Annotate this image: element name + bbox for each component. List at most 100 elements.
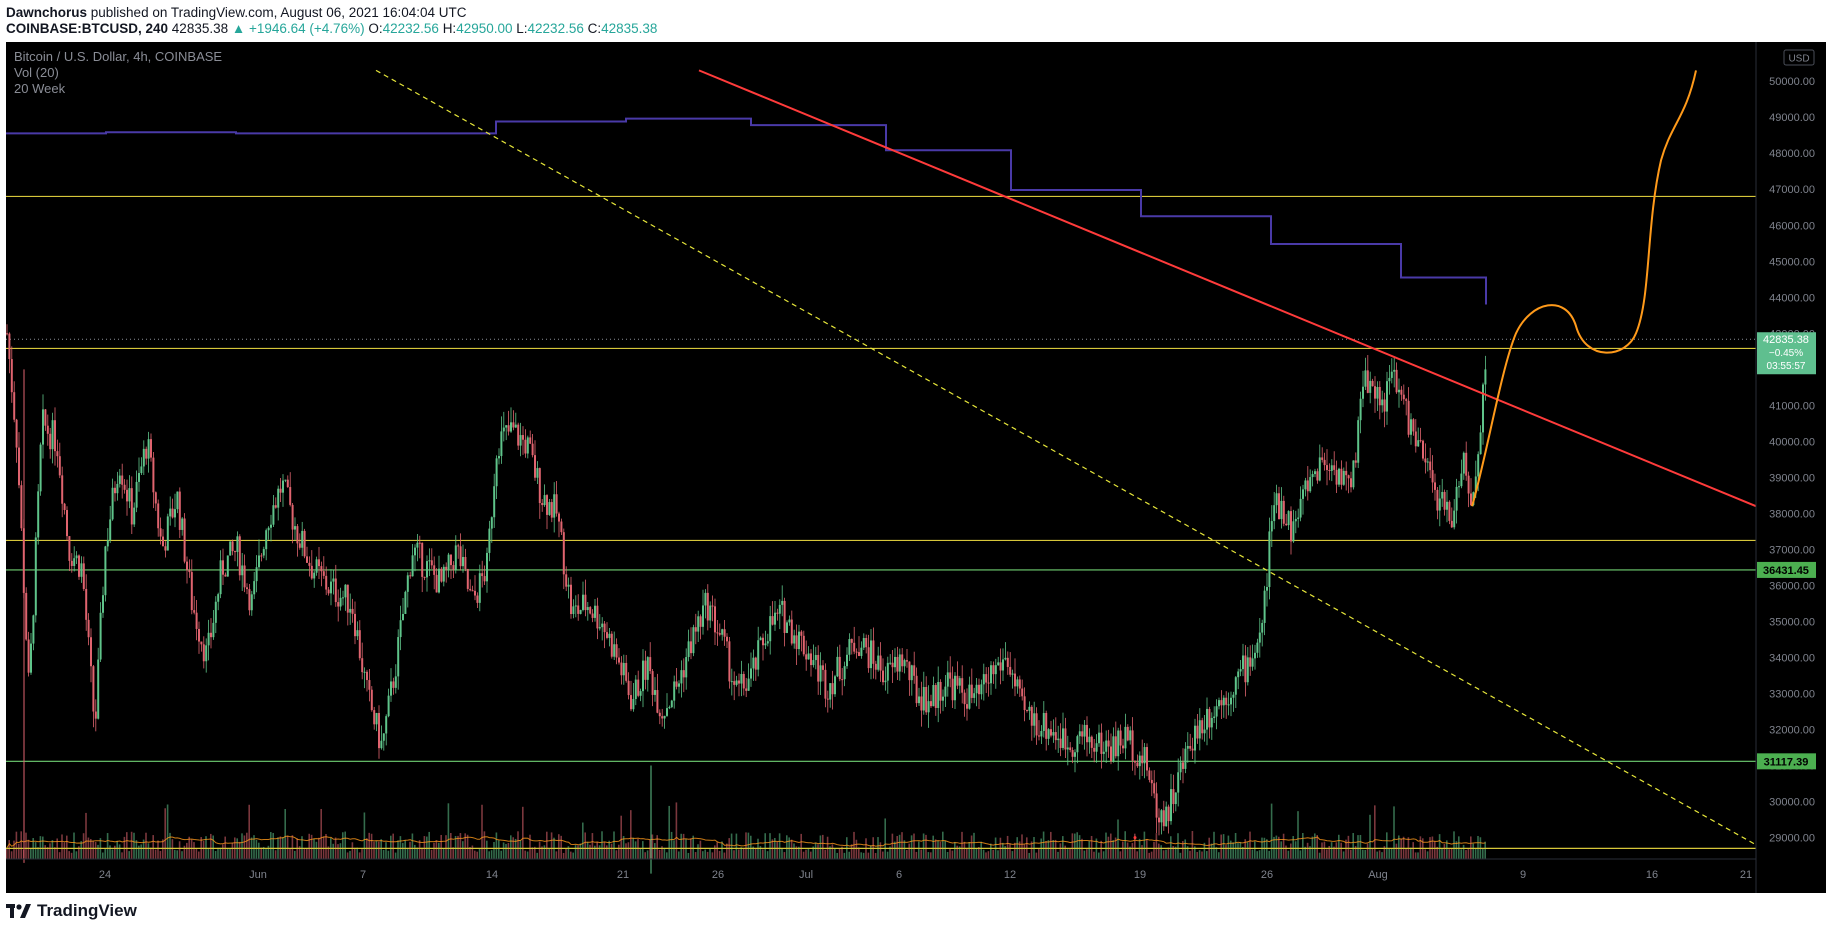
candle-body — [1282, 500, 1285, 524]
candle-body — [1455, 486, 1458, 511]
candle-body — [1213, 716, 1216, 718]
volume-bar — [51, 840, 54, 859]
volume-bar — [253, 835, 255, 859]
candle-body — [1386, 381, 1388, 412]
candle-body — [1186, 745, 1189, 749]
candle-body — [1369, 380, 1372, 393]
volume-bar — [1093, 851, 1095, 859]
candle-body — [409, 575, 412, 577]
candle-body — [241, 565, 244, 576]
volume-bar — [961, 831, 963, 859]
candle-body — [1395, 369, 1398, 393]
volume-bar — [889, 846, 891, 859]
volume-bar — [661, 846, 663, 859]
candle-body — [73, 558, 76, 566]
volume-bar — [1302, 833, 1304, 859]
volume-bar — [75, 851, 78, 859]
x-tick-label: Jun — [249, 869, 267, 881]
candle-body — [769, 616, 772, 642]
candle-body — [1196, 725, 1199, 739]
candle-body — [171, 508, 174, 518]
candle-body — [918, 696, 920, 704]
x-tick-label: 14 — [486, 869, 498, 881]
volume-bar — [1470, 836, 1472, 859]
volume-bar — [771, 839, 774, 859]
candle-body — [1030, 706, 1033, 726]
volume-bar — [560, 835, 562, 859]
volume-bar — [154, 849, 157, 859]
volume-bar — [982, 849, 985, 859]
candle-body — [234, 551, 236, 553]
current-change-label: −0.45% — [1769, 348, 1803, 359]
candle-body — [404, 591, 407, 614]
volume-bar — [1162, 850, 1165, 859]
candle-body — [1155, 793, 1158, 818]
candle-body — [222, 560, 224, 575]
volume-bar — [925, 834, 927, 859]
candle-body — [783, 600, 786, 633]
volume-bar — [229, 848, 231, 859]
volume-bar — [399, 836, 402, 859]
tradingview-logo[interactable]: TradingView — [6, 901, 137, 921]
volume-bar — [1215, 847, 1218, 859]
volume-bar — [205, 836, 207, 859]
volume-bar — [1362, 849, 1364, 859]
candle-body — [980, 684, 983, 695]
candle-body — [1482, 384, 1484, 433]
candle-body — [411, 555, 414, 577]
volume-bar — [1167, 847, 1170, 859]
volume-bar — [426, 836, 428, 859]
volume-bar — [1155, 833, 1158, 859]
volume-bar — [668, 805, 670, 859]
volume-bar — [1122, 841, 1124, 859]
candle-body — [687, 641, 690, 658]
volume-bar — [164, 808, 166, 859]
candle-body — [702, 605, 704, 627]
candle-body — [942, 696, 944, 701]
candle-body — [454, 545, 457, 570]
volume-bar — [440, 834, 442, 859]
candle-body — [1011, 673, 1014, 675]
candle-body — [1138, 755, 1141, 767]
candle-body — [541, 503, 544, 506]
candle-body — [747, 678, 750, 691]
candle-body — [637, 679, 640, 696]
volume-bar — [1213, 831, 1215, 859]
volume-bar — [526, 851, 529, 859]
candle-body — [1158, 817, 1160, 823]
candle-body — [862, 638, 865, 648]
candle-body — [286, 479, 289, 488]
volume-bar — [1414, 852, 1417, 859]
volume-bar — [1386, 832, 1388, 859]
candle-body — [392, 681, 395, 688]
volume-bar — [570, 851, 572, 859]
volume-bar — [1186, 846, 1189, 859]
price-chart[interactable]: 29000.0030000.0031000.0032000.0033000.00… — [6, 42, 1826, 893]
candle-body — [1246, 657, 1249, 683]
volume-bar — [34, 842, 37, 859]
candle-body — [87, 619, 90, 638]
volume-bar — [666, 852, 668, 859]
volume-bar — [838, 848, 841, 859]
candle-body — [483, 576, 486, 582]
candle-body — [1047, 729, 1050, 739]
volume-bar — [1455, 841, 1458, 859]
volume-bar — [1424, 849, 1426, 859]
candle-body — [1098, 732, 1100, 744]
chart-area[interactable]: 29000.0030000.0031000.0032000.0033000.00… — [6, 42, 1826, 893]
volume-bar — [1321, 842, 1323, 859]
candle-body — [1134, 760, 1136, 763]
candle-body — [92, 666, 95, 712]
projection-curve — [1471, 70, 1697, 507]
volume-bar — [430, 849, 433, 859]
candle-body — [606, 632, 608, 638]
candle-body — [162, 536, 164, 547]
candle-body — [334, 578, 337, 603]
candle-body — [1074, 752, 1076, 757]
y-tick-label: 38000.00 — [1769, 508, 1815, 520]
candle-body — [562, 532, 565, 575]
author-name[interactable]: Dawnchorus — [6, 5, 88, 20]
candle-body — [1232, 694, 1235, 698]
candle-body — [370, 689, 373, 711]
candle-body — [865, 638, 868, 648]
